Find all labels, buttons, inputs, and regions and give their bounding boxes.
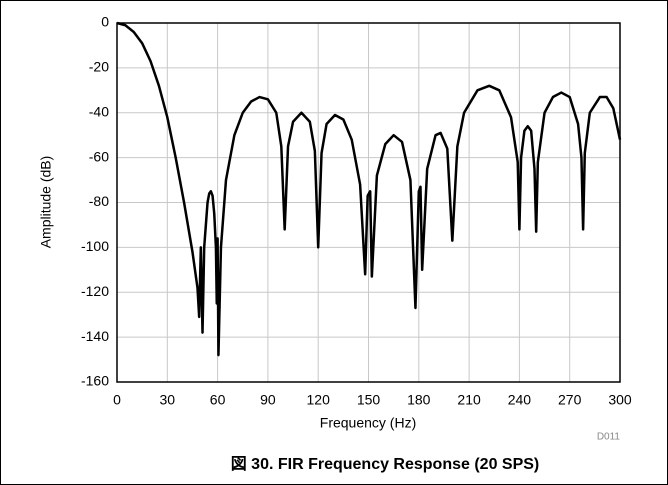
plot [116, 21, 622, 383]
y-tick-label: -20 [89, 59, 109, 75]
x-axis-label: Frequency (Hz) [320, 415, 416, 431]
y-tick-label: -60 [89, 148, 109, 164]
plot-border [116, 22, 621, 383]
x-tick-label: 270 [558, 392, 582, 408]
y-tick-label: -140 [81, 328, 109, 344]
response-line [116, 21, 622, 357]
x-tick-label: 180 [407, 392, 431, 408]
y-tick-label: -120 [81, 283, 109, 299]
y-axis-label: Amplitude (dB) [38, 156, 54, 249]
y-tick-label: -40 [89, 103, 109, 119]
x-tick-label: 90 [260, 392, 276, 408]
x-tick-label: 0 [113, 392, 121, 408]
y-tick-label: -80 [89, 193, 109, 209]
chart-title: 図 30. FIR Frequency Response (20 SPS) [231, 455, 540, 473]
x-tick-label: 210 [457, 392, 481, 408]
x-tick-label: 150 [357, 392, 381, 408]
x-tick-label: 300 [608, 392, 632, 408]
x-tick-label: 30 [160, 392, 176, 408]
figure-id: D011 [597, 432, 621, 443]
y-tick-label: -160 [81, 373, 109, 389]
x-tick-label: 240 [508, 392, 532, 408]
x-tick-label: 120 [307, 392, 331, 408]
y-tick-label: -100 [81, 238, 109, 254]
x-tick-label: 60 [210, 392, 226, 408]
y-tick-label: 0 [101, 14, 109, 30]
